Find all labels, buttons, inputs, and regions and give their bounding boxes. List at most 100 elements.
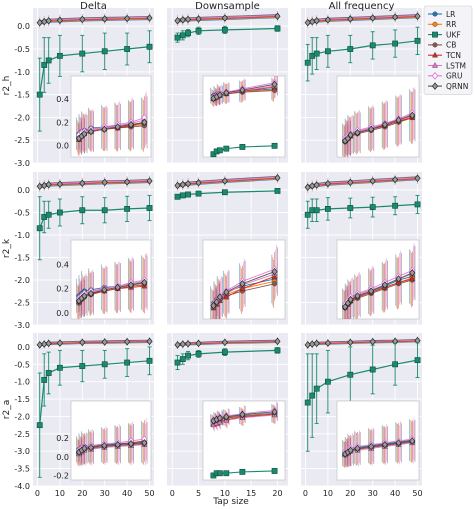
main-point [45, 180, 52, 189]
main-point [56, 339, 63, 347]
ukf-point [347, 371, 354, 378]
y-tick-label: 0.0 [17, 186, 30, 195]
main-point [221, 14, 228, 22]
inset [336, 75, 420, 158]
y-axis-label: r2_h [2, 76, 12, 96]
y-tick-label: -1.0 [14, 68, 30, 77]
ukf-point [369, 204, 376, 210]
inset-ukf-point [239, 468, 246, 475]
x-tick-label: 50 [412, 489, 422, 498]
inset-point-qrnn [101, 125, 108, 133]
inset [202, 75, 286, 158]
inset-point-qrnn [87, 127, 95, 136]
inset-point-qrnn [223, 413, 230, 421]
inset-ukf-point [223, 145, 230, 152]
ukf-point [274, 25, 281, 32]
inset-y-tick-label: 0.4 [56, 95, 69, 104]
inset-point-qrnn [239, 86, 246, 94]
main-point [369, 177, 376, 185]
ukf-point [36, 422, 43, 429]
legend-item-rr: RR [428, 20, 456, 29]
y-tick-label: -4.0 [14, 482, 30, 491]
inset-point-tcn [409, 275, 416, 282]
inset-ukf-point [223, 470, 230, 477]
ukf-point [221, 189, 228, 196]
y-tick-label: -3.5 [14, 465, 30, 474]
ukf-point [179, 356, 186, 362]
legend-box [423, 5, 473, 95]
inset-point-qrnn [239, 279, 246, 288]
main-point [146, 337, 153, 346]
main-point [179, 340, 186, 348]
main-point [324, 179, 331, 188]
legend-label: QRNN [446, 82, 468, 91]
main-point [274, 12, 281, 20]
inset [336, 400, 420, 481]
ukf-point [195, 350, 202, 357]
main-point [124, 14, 131, 23]
x-tick-label: 30 [368, 489, 378, 498]
main-point [179, 180, 186, 189]
main-point [195, 15, 202, 23]
ukf-point [274, 347, 281, 354]
ukf-point [124, 46, 131, 52]
inset-point-qrnn [216, 91, 223, 99]
main-point [221, 177, 228, 185]
ukf-point [174, 359, 181, 366]
legend-label: TCN [445, 51, 461, 60]
ukf-point [304, 399, 311, 406]
inset-y-tick-label: 0.0 [56, 141, 69, 150]
column-title: All frequency [329, 1, 395, 12]
inset-y-tick-label: 0.2 [56, 434, 69, 443]
ukf-point [392, 361, 399, 368]
ukf-point [79, 363, 86, 369]
inset-point-qrnn [81, 292, 88, 300]
ukf-point [185, 352, 191, 359]
ukf-point [324, 206, 331, 212]
main-point [324, 16, 331, 24]
inset-point-tcn [223, 293, 230, 300]
ukf-point [45, 370, 52, 376]
y-tick-label: -1.5 [14, 254, 30, 263]
inset-point-tcn [239, 285, 246, 291]
inset-ukf-point [216, 470, 223, 477]
legend-marker [432, 31, 438, 38]
y-tick-label: -3.0 [14, 321, 30, 330]
main-point [347, 338, 354, 347]
inset-point-qrnn [354, 292, 361, 300]
inset: 0.2 0.0 -0.2 [53, 400, 152, 480]
inset [202, 400, 286, 481]
inset: 0.0 0.2 0.4 [56, 239, 152, 320]
y-tick-label: -2.0 [14, 113, 30, 122]
main-point [392, 175, 399, 184]
inset-point-qrnn [344, 299, 351, 307]
x-tick-label: 20 [345, 489, 355, 498]
panel-grid: 0.0-0.5-1.0-1.5-2.0-2.5-3.0Deltar2_h0.00… [2, 1, 423, 498]
inset-point-qrnn [347, 295, 354, 304]
inset-point-qrnn [239, 410, 246, 419]
inset-point-qrnn [223, 288, 230, 297]
ukf-point [41, 377, 48, 383]
inset-y-tick-label: 0.2 [56, 118, 69, 127]
ukf-point [179, 32, 186, 39]
inset-point-qrnn [114, 440, 121, 449]
inset-point-qrnn [101, 441, 108, 450]
ukf-point [392, 40, 399, 47]
ukf-point [221, 349, 228, 356]
inset-point-qrnn [409, 269, 416, 277]
inset [336, 239, 420, 320]
x-tick-label: 40 [390, 489, 400, 498]
main-point [56, 180, 63, 188]
inset: 0.0 0.2 0.4 [56, 75, 152, 158]
y-tick-label: -2.5 [14, 136, 30, 145]
ukf-point [146, 43, 153, 50]
ukf-point [174, 193, 181, 200]
y-tick-label: -1.0 [14, 378, 30, 387]
y-tick-label: -2.5 [14, 299, 30, 308]
ukf-point [101, 207, 108, 214]
main-point [101, 15, 108, 23]
column-title: Delta [80, 1, 107, 12]
inset-point-qrnn [271, 408, 278, 416]
ukf-point [392, 202, 399, 209]
